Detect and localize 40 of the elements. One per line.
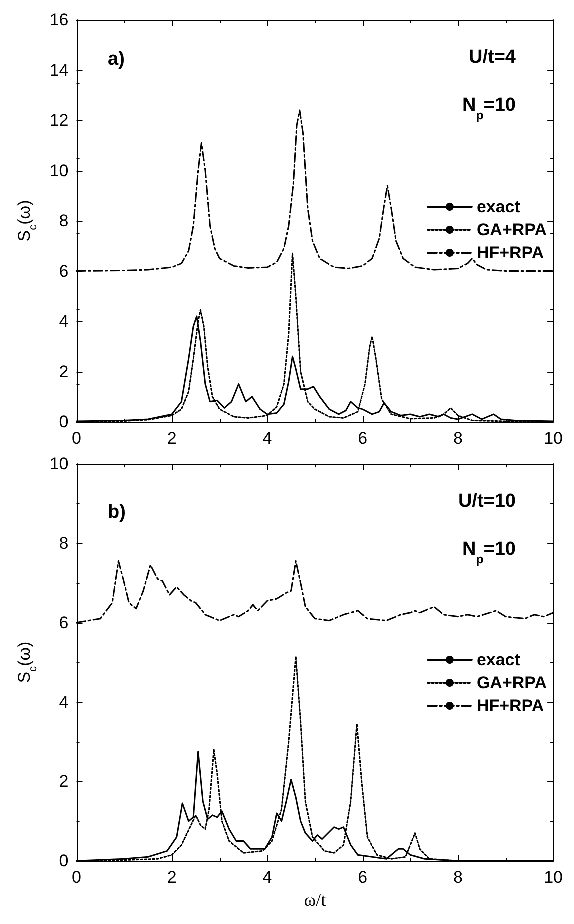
annotation: b): [108, 502, 126, 523]
legend-label: HF+RPA: [476, 244, 544, 262]
x-tick-label: 0: [72, 868, 82, 888]
x-tick-label: 2: [167, 868, 177, 888]
y-tick-label: 2: [59, 362, 69, 382]
x-tick-label: 10: [544, 429, 564, 448]
x-tick-label: 4: [262, 868, 272, 888]
x-tick-label: 8: [453, 429, 463, 448]
y-tick-label: 14: [50, 60, 69, 80]
x-tick-label: 2: [167, 429, 177, 448]
x-tick-label: 6: [358, 429, 368, 448]
x-tick-label: 6: [358, 868, 368, 888]
y-tick-label: 4: [59, 312, 69, 331]
x-tick-label: 4: [262, 429, 272, 448]
y-tick-label: 12: [50, 111, 69, 130]
annotation: U/t=4: [469, 47, 516, 68]
y-tick-label: 0: [59, 412, 69, 432]
annotation: a): [108, 49, 125, 70]
legend-label: exact: [476, 198, 521, 216]
y-axis-title: Sc(ω): [15, 200, 40, 242]
legend-label: GA+RPA: [476, 674, 548, 692]
annotation: U/t=10: [458, 491, 516, 512]
x-tick-label: 10: [544, 868, 564, 888]
y-tick-label: 8: [59, 212, 69, 230]
y-tick-label: 6: [59, 262, 69, 281]
y-tick-label: 10: [50, 161, 69, 180]
y-tick-label: 4: [59, 692, 69, 712]
y-tick-label: 10: [50, 454, 69, 474]
y-tick-label: 0: [59, 852, 69, 871]
y-tick-label: 6: [59, 613, 69, 632]
x-tick-label: 8: [453, 868, 463, 888]
legend-label: GA+RPA: [476, 220, 548, 240]
legend-label: exact: [476, 650, 521, 670]
y-axis-title: Sc(ω): [15, 642, 40, 684]
y-tick-label: 8: [59, 534, 69, 553]
legend-label: HF+RPA: [476, 696, 544, 716]
x-axis-title: ω/t: [304, 890, 326, 910]
y-tick-label: 2: [59, 772, 69, 792]
y-tick-label: 16: [50, 10, 69, 30]
x-tick-label: 0: [72, 429, 82, 448]
